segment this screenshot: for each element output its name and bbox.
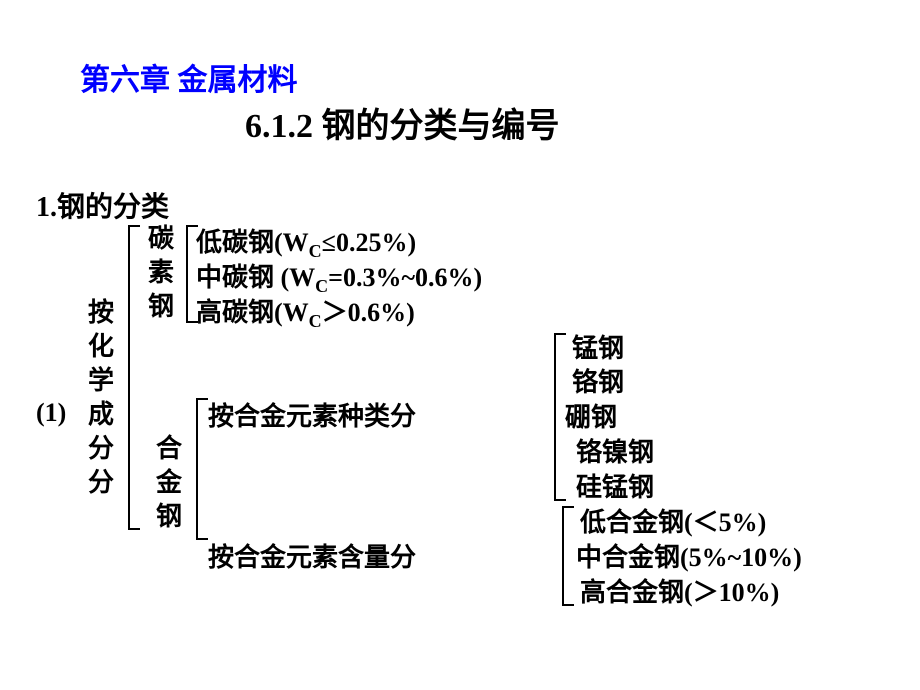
vlabel-alloy-steel: 合 金 钢 xyxy=(156,432,182,534)
alloy-type-crni: 铬镍钢 xyxy=(576,432,654,469)
char: 素 xyxy=(148,256,174,290)
char: 按 xyxy=(88,296,114,330)
alloy-amount-low: 低合金钢(＜5%) xyxy=(580,502,766,539)
alloy-by-type-label: 按合金元素种类分 xyxy=(208,396,416,433)
alloy-type-simn: 硅锰钢 xyxy=(576,467,654,504)
section-title: 6.1.2 钢的分类与编号 xyxy=(245,98,560,147)
bracket-carbon xyxy=(186,225,188,323)
char: 合 xyxy=(156,432,182,466)
alloy-type-b: 硼钢 xyxy=(565,397,617,434)
chapter-title: 第六章 金属材料 xyxy=(80,55,298,99)
alloy-type-cr: 铬钢 xyxy=(572,362,624,399)
alloy-amount-high: 高合金钢(＞10%) xyxy=(580,572,779,609)
char: 碳 xyxy=(148,222,174,256)
alloy-amount-mid: 中合金钢(5%~10%) xyxy=(576,537,802,574)
char: 钢 xyxy=(148,290,174,324)
heading-classification: 1.钢的分类 xyxy=(36,185,169,225)
bracket-alloy-types xyxy=(554,333,556,501)
char: 分 xyxy=(88,432,114,466)
char: 钢 xyxy=(156,500,182,534)
char: 成 xyxy=(88,398,114,432)
bracket-alloy-amounts xyxy=(562,506,564,606)
alloy-by-amount-label: 按合金元素含量分 xyxy=(208,537,416,574)
alloy-type-mn: 锰钢 xyxy=(572,328,624,365)
char: 金 xyxy=(156,466,182,500)
char: 分 xyxy=(88,466,114,500)
char: 化 xyxy=(88,330,114,364)
vlabel-carbon-steel: 碳 素 钢 xyxy=(148,222,174,324)
vlabel-by-chemistry: 按 化 学 成 分 分 xyxy=(88,296,114,500)
high-carbon: 高碳钢(WC＞0.6%) xyxy=(196,292,415,332)
bracket-alloy xyxy=(196,398,198,540)
char: 学 xyxy=(88,364,114,398)
bracket-main xyxy=(128,225,130,530)
label-num-1: (1) xyxy=(36,398,66,428)
